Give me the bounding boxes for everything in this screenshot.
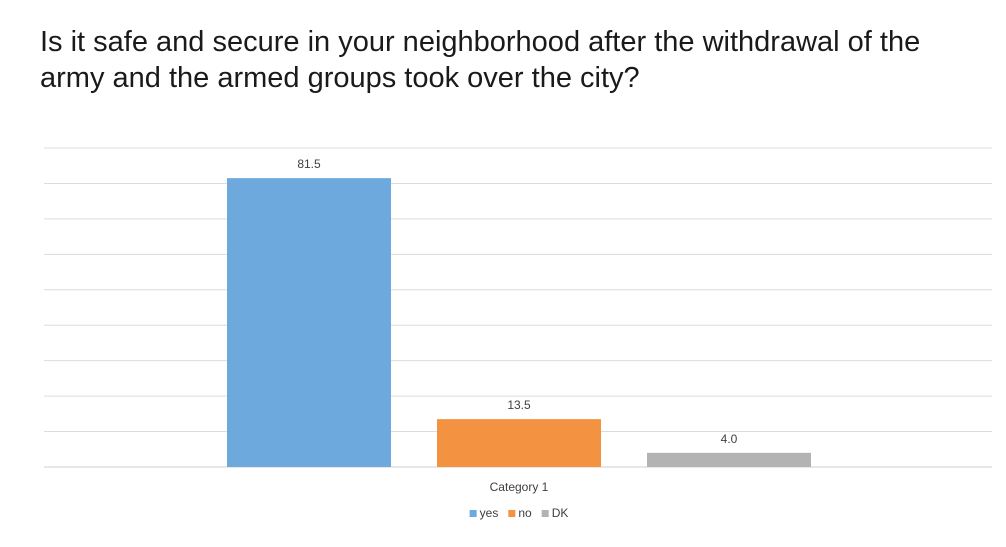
legend-label-dk: DK (552, 506, 569, 520)
bar-no (437, 419, 601, 467)
x-axis: Category 1 (490, 480, 549, 494)
category-label: Category 1 (490, 480, 549, 494)
data-labels: 81.5 13.5 4.0 (297, 157, 737, 446)
legend: yes no DK (469, 506, 569, 520)
legend-swatch-dk (541, 510, 549, 517)
legend-item-dk: DK (541, 506, 569, 520)
chart-title: Is it safe and secure in your neighborho… (40, 26, 921, 94)
data-label-dk: 4.0 (721, 432, 738, 446)
legend-swatch-no (508, 510, 516, 517)
legend-item-no: no (508, 506, 532, 520)
legend-item-yes: yes (469, 506, 499, 520)
bars (227, 178, 811, 467)
data-label-yes: 81.5 (297, 157, 321, 171)
gridlines (44, 147, 992, 468)
legend-label-no: no (518, 506, 532, 520)
bar-yes (227, 178, 391, 467)
bar-dk (647, 452, 811, 467)
legend-swatch-yes (469, 510, 477, 517)
legend-label-yes: yes (480, 506, 499, 520)
data-label-no: 13.5 (507, 398, 531, 412)
